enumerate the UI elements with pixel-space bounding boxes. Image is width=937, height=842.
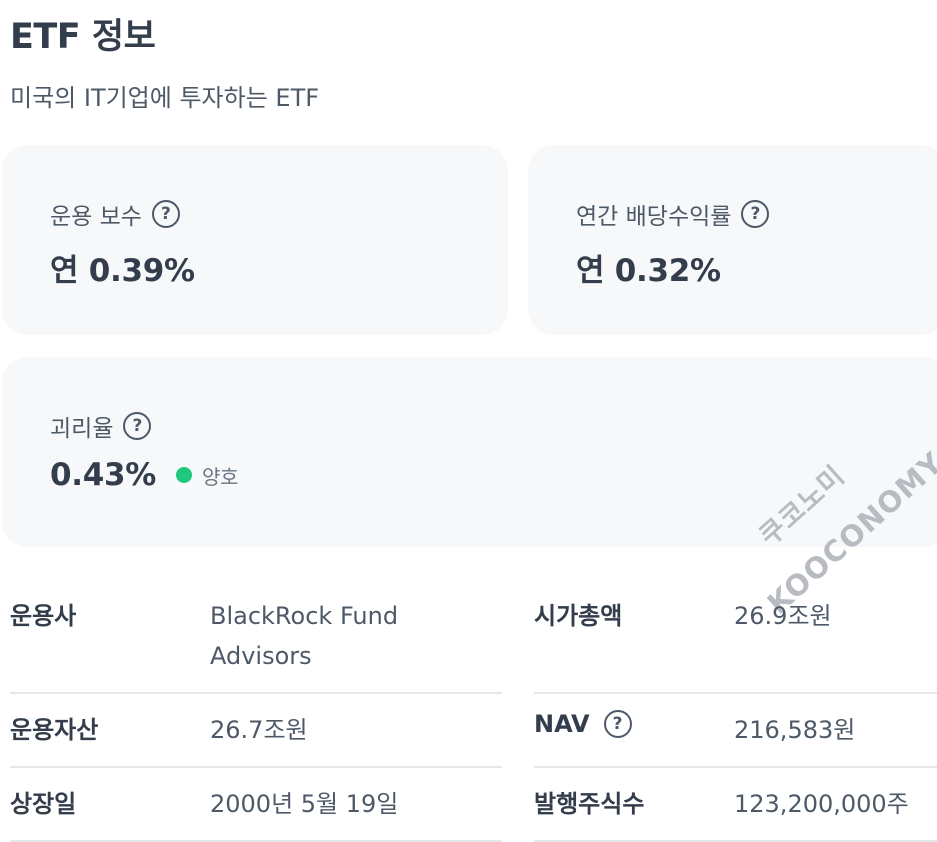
info-row-aum: 운용자산 26.7조원 [10,700,502,768]
dividend-label-row: 연간 배당수익률 ? [576,197,770,231]
fee-label: 운용 보수 [50,204,142,230]
page-title: ETF 정보 [10,17,156,57]
info-row-listing-date: 상장일 2000년 5월 19일 [10,774,502,842]
divergence-card: 괴리율 ? 0.43% 양호 [2,357,937,547]
info-row-manager: 운용사 BlackRock Fund Advisors [10,586,502,694]
help-icon[interactable]: ? [603,710,632,738]
manager-label: 운용사 [10,602,77,630]
manager-value: BlackRock Fund Advisors [210,602,399,670]
dividend-card: 연간 배당수익률 ? 연 0.32% [528,145,937,335]
nav-label: NAV [534,710,590,738]
divergence-label-row: 괴리율 ? [50,409,152,443]
help-icon[interactable]: ? [151,200,180,228]
dividend-value: 연 0.32% [576,253,721,289]
market-cap-value: 26.9조원 [734,602,832,630]
dividend-label: 연간 배당수익률 [576,204,732,230]
shares-label: 발행주식수 [534,790,645,818]
help-icon[interactable]: ? [123,412,152,440]
status-badge: 양호 [176,461,239,490]
listing-date-value: 2000년 5월 19일 [210,790,399,818]
info-row-shares: 발행주식수 123,200,000주 [534,774,937,842]
divergence-value: 0.43% [50,457,157,493]
aum-label: 운용자산 [10,716,99,744]
fee-value: 연 0.39% [50,253,195,289]
fee-card: 운용 보수 ? 연 0.39% [2,145,508,335]
help-icon[interactable]: ? [741,200,770,228]
market-cap-label: 시가총액 [534,602,623,630]
info-row-market-cap: 시가총액 26.9조원 [534,586,937,694]
nav-value: 216,583원 [734,716,856,744]
divergence-label: 괴리율 [50,416,114,442]
listing-date-label: 상장일 [10,790,77,818]
status-dot-icon [176,467,193,483]
aum-value: 26.7조원 [210,716,308,744]
nav-label-row: NAV ? [534,710,632,738]
status-text: 양호 [202,464,239,489]
divergence-value-row: 0.43% 양호 [50,457,239,493]
info-row-nav: NAV ? 216,583원 [534,700,937,768]
fee-label-row: 운용 보수 ? [50,197,180,231]
page-subtitle: 미국의 IT기업에 투자하는 ETF [10,84,320,112]
shares-value: 123,200,000주 [734,790,909,818]
